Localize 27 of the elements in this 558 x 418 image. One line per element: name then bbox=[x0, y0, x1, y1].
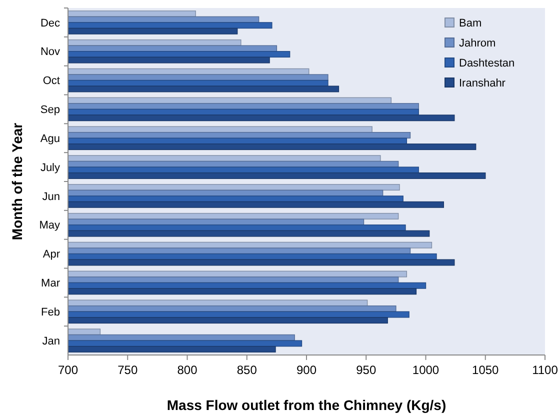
x-tick-label: 700 bbox=[58, 363, 78, 377]
y-tick-label: Feb bbox=[41, 306, 60, 318]
x-tick-label: 900 bbox=[296, 363, 317, 377]
x-axis-title: Mass Flow outlet from the Chimney (Kg/s) bbox=[166, 397, 446, 413]
x-tick-label: 850 bbox=[236, 363, 258, 377]
legend-label: Bam bbox=[459, 17, 482, 30]
x-tick-label: 1050 bbox=[472, 363, 500, 377]
y-tick-label: Jan bbox=[42, 335, 60, 348]
y-tick-label: Nov bbox=[40, 46, 60, 58]
y-tick-label: Sep bbox=[40, 104, 60, 116]
y-tick-label: Jun bbox=[42, 190, 60, 203]
y-tick-label: Oct bbox=[42, 75, 60, 88]
y-tick-label: July bbox=[40, 162, 60, 174]
legend-label: Iranshahr bbox=[459, 77, 506, 90]
y-tick-label: May bbox=[39, 220, 60, 232]
x-tick-label: 1100 bbox=[532, 363, 558, 377]
x-tick-label: 800 bbox=[177, 363, 198, 377]
legend-label: Dashtestan bbox=[459, 57, 515, 70]
y-tick-label: Agu bbox=[40, 132, 60, 145]
y-tick-label: Mar bbox=[41, 278, 60, 290]
y-tick-label: Apr bbox=[42, 248, 60, 261]
x-tick-label: 950 bbox=[356, 363, 376, 377]
legend-label: Jahrom bbox=[459, 37, 496, 50]
y-tick-label: Dec bbox=[40, 17, 60, 30]
x-tick-label: 1000 bbox=[412, 363, 440, 377]
y-axis-title: Month of the Year bbox=[9, 122, 25, 240]
x-tick-label: 750 bbox=[118, 363, 138, 377]
